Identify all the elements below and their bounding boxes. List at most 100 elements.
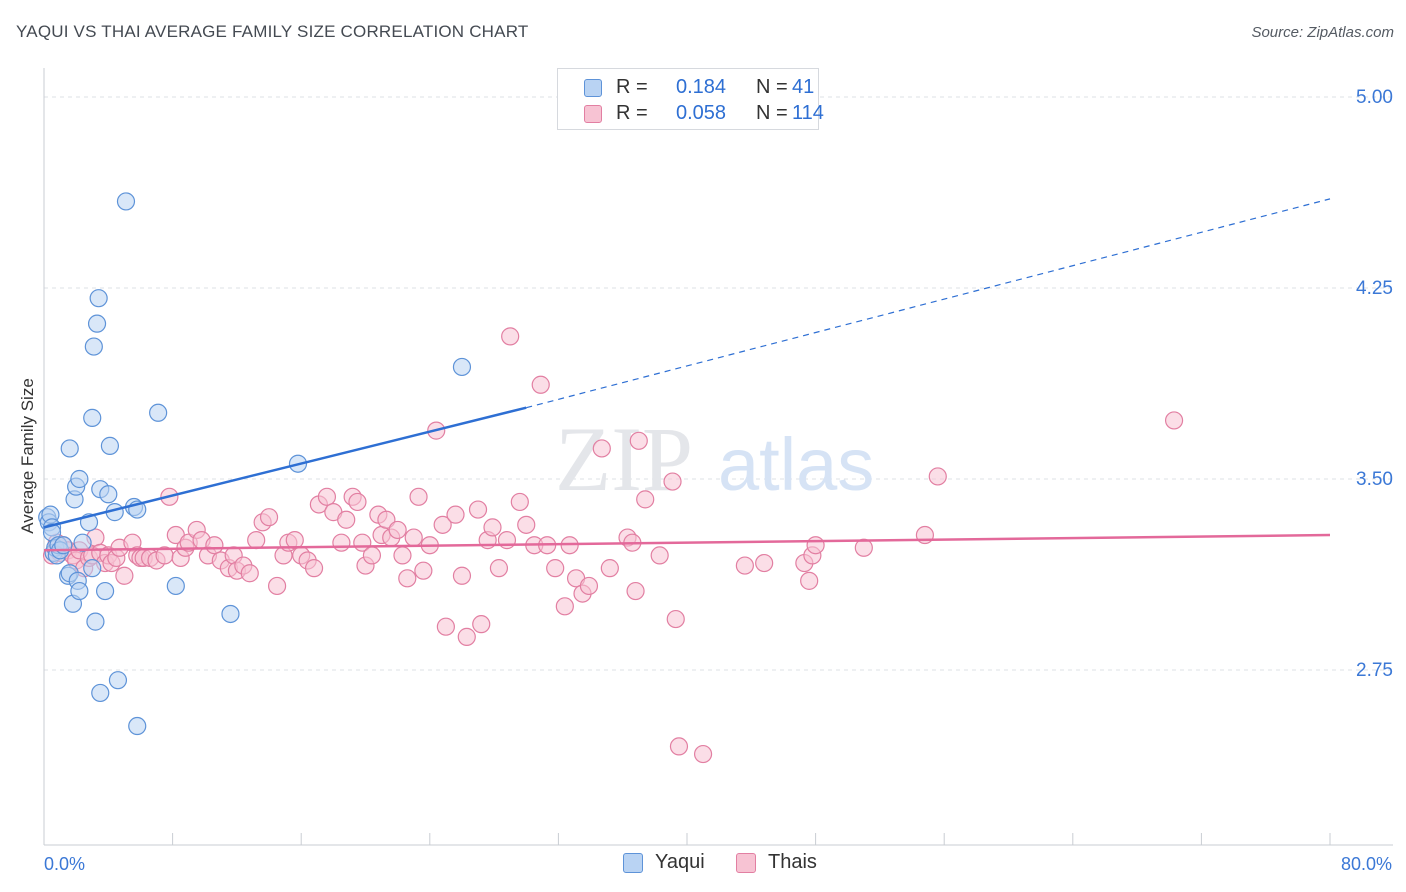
thais-point <box>626 581 645 601</box>
y-tick-labels: 2.75 3.50 4.25 5.00 <box>1356 87 1393 681</box>
thais-point <box>267 576 287 596</box>
thais-point <box>1164 411 1184 430</box>
yaqui-point <box>116 192 136 211</box>
yaqui-point <box>221 604 240 624</box>
thais-point <box>510 492 529 512</box>
thais-point <box>636 490 655 509</box>
thais-point <box>592 439 611 458</box>
thais-point <box>800 571 819 590</box>
thais-point <box>546 559 565 578</box>
yaqui-point <box>128 716 147 736</box>
thais-legend-swatch <box>736 853 756 873</box>
yaqui-swatch <box>584 79 602 97</box>
grid-lines <box>44 96 1393 671</box>
thais-point <box>409 487 428 506</box>
yaqui-point <box>60 439 79 458</box>
thais-point <box>404 528 423 547</box>
thais-point <box>317 487 337 506</box>
thais-point <box>337 510 356 529</box>
thais-point <box>669 737 689 756</box>
thais-point <box>489 559 509 578</box>
thais-point <box>259 508 279 527</box>
thais-point <box>517 515 536 534</box>
thais-point <box>468 500 488 519</box>
thais-point <box>377 510 396 529</box>
thais-point <box>472 615 491 634</box>
thais-point <box>304 559 324 578</box>
thais-point <box>240 564 259 583</box>
thais-point <box>205 536 224 555</box>
thais-point <box>693 744 713 764</box>
chart-title: YAQUI VS THAI AVERAGE FAMILY SIZE CORREL… <box>16 22 529 41</box>
thais-swatch <box>584 105 602 123</box>
thais-point <box>531 375 550 394</box>
chart-source: Source: ZipAtlas.com <box>1251 24 1394 41</box>
axes <box>43 68 1393 846</box>
r-value: 0.184 <box>676 76 727 98</box>
n-label: N = <box>756 102 788 124</box>
yaqui-point <box>166 576 185 596</box>
watermark-zip: ZIP <box>555 408 693 510</box>
legend-label-thais: Thais <box>768 851 817 873</box>
thais-points <box>42 327 1184 764</box>
yaqui-point <box>149 403 168 422</box>
thais-point <box>332 533 351 552</box>
yaqui-point <box>73 533 92 552</box>
yaqui-point <box>108 671 128 690</box>
r-label: R = <box>616 76 648 98</box>
y-tick-label: 2.75 <box>1356 660 1393 681</box>
thais-point <box>285 531 304 550</box>
thais-point <box>555 597 574 616</box>
thais-point <box>388 520 407 540</box>
thais-point <box>436 617 455 636</box>
yaqui-point <box>99 485 118 504</box>
yaqui-point <box>91 683 110 703</box>
series-legend: Yaqui Thais <box>0 850 1406 880</box>
thais-point <box>629 431 648 450</box>
r-label: R = <box>616 102 648 124</box>
y-tick-label: 4.25 <box>1356 278 1393 299</box>
thais-point <box>579 576 599 596</box>
y-axis-label: Average Family Size <box>18 378 37 534</box>
y-tick-label: 5.00 <box>1356 87 1393 108</box>
thais-point <box>247 531 266 550</box>
thais-point <box>755 553 774 573</box>
yaqui-point <box>87 314 107 333</box>
thais-point <box>483 518 502 537</box>
n-value: 41 <box>792 76 815 98</box>
legend-label-yaqui: Yaqui <box>655 851 705 873</box>
yaqui-legend-swatch <box>623 853 643 873</box>
y-tick-label: 3.50 <box>1356 469 1393 490</box>
thais-point <box>393 546 412 565</box>
yaqui-point <box>83 408 102 427</box>
thais-point <box>600 559 619 578</box>
yaqui-point <box>452 357 472 377</box>
trend-lines <box>43 198 1331 552</box>
thais-point <box>650 546 669 565</box>
stats-legend: R = 0.184 N = 41 R = 0.058 N = 114 <box>557 68 824 130</box>
n-value: 114 <box>792 102 824 124</box>
thais-point <box>666 609 685 629</box>
yaqui-points <box>38 192 472 736</box>
yaqui-point <box>83 559 102 578</box>
thais-point <box>348 492 367 512</box>
thais-point <box>501 327 520 346</box>
thais-point <box>362 546 382 565</box>
thais-point <box>928 467 947 486</box>
thais-point <box>433 515 452 534</box>
watermark-atlas: atlas <box>718 423 874 506</box>
watermark: ZIP atlas <box>555 408 874 510</box>
thais-point <box>398 569 417 588</box>
thais-point <box>854 538 873 557</box>
thais-point <box>446 505 465 524</box>
yaqui-trend-extension <box>526 198 1331 409</box>
yaqui-point <box>70 581 89 601</box>
thais-point <box>663 472 682 491</box>
x-tick-label-min: 0.0% <box>44 854 85 874</box>
yaqui-point <box>100 436 120 455</box>
yaqui-point <box>84 337 103 356</box>
yaqui-point <box>70 469 89 489</box>
thais-point <box>806 536 825 555</box>
thais-point <box>457 627 476 646</box>
